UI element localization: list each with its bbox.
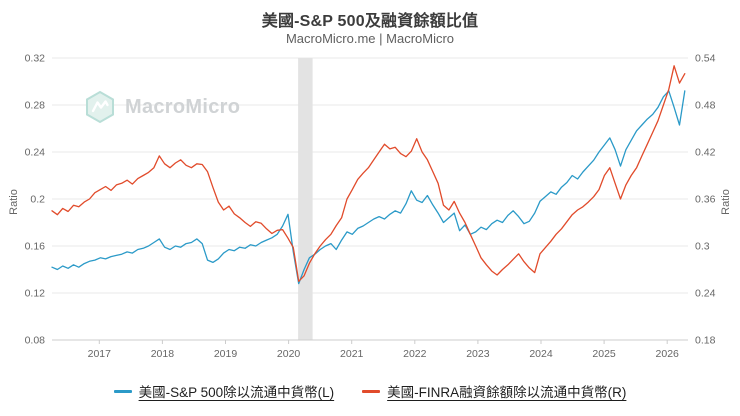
x-axis-tick-label: 2023: [466, 348, 490, 360]
right-axis-tick-label: 0.54: [695, 53, 716, 65]
left-axis-title: Ratio: [7, 189, 20, 215]
x-axis-tick-label: 2022: [403, 348, 427, 360]
legend-item-1[interactable]: 美國-FINRA融資餘額除以流通中貨幣(R): [362, 381, 626, 401]
chart-subtitle: MacroMicro.me | MacroMicro: [285, 31, 455, 46]
x-axis-tick-label: 2020: [277, 348, 301, 360]
right-axis-title: Ratio: [720, 189, 733, 215]
legend-marker: [362, 389, 381, 393]
right-axis-tick-label: 0.3: [695, 241, 710, 253]
chart-legend: 美國-S&P 500除以流通中貨幣(L) 美國-FINRA融資餘額除以流通中貨幣(…: [0, 381, 740, 401]
right-axis-tick-label: 0.42: [695, 147, 716, 159]
series-line-0[interactable]: [51, 90, 686, 285]
left-axis-tick-label: 0.28: [25, 100, 46, 112]
chart-plot-area: 0.08 0.12 0.16 0.2 0.24 0.28 0.32 0.18 0.24 0.3 0.…: [25, 53, 716, 361]
right-axis-tick-label: 0.18: [695, 335, 716, 347]
x-axis-tick-label: 2019: [214, 348, 238, 360]
left-axis-tick-label: 0.24: [25, 147, 46, 159]
right-axis-tick-label: 0.24: [695, 288, 716, 300]
right-axis-tick-label: 0.36: [695, 194, 716, 206]
right-axis-tick-label: 0.48: [695, 100, 716, 112]
legend-marker: [113, 389, 132, 393]
legend-label: 美國-FINRA融資餘額除以流通中貨幣(R): [387, 385, 627, 400]
x-axis-tick-label: 2026: [656, 348, 680, 360]
x-axis-tick-label: 2025: [592, 348, 616, 360]
x-axis-tick-label: 2024: [529, 348, 553, 360]
legend-item-0[interactable]: 美國-S&P 500除以流通中貨幣(L): [113, 381, 335, 401]
x-axis-tick-label: 2017: [88, 348, 112, 360]
left-axis-tick-label: 0.2: [30, 194, 45, 206]
recession-band: [298, 58, 313, 340]
left-axis-tick-label: 0.08: [25, 335, 46, 347]
x-axis-tick-label: 2018: [151, 348, 175, 360]
series-line-1[interactable]: [51, 65, 686, 282]
left-axis-tick-label: 0.32: [25, 53, 46, 65]
x-axis-tick-label: 2021: [340, 348, 364, 360]
left-axis-tick-label: 0.12: [25, 288, 46, 300]
legend-label: 美國-S&P 500除以流通中貨幣(L): [138, 385, 335, 400]
left-axis-tick-label: 0.16: [25, 241, 46, 253]
chart-title: 美國-S&P 500及融資餘額比值: [261, 13, 479, 30]
